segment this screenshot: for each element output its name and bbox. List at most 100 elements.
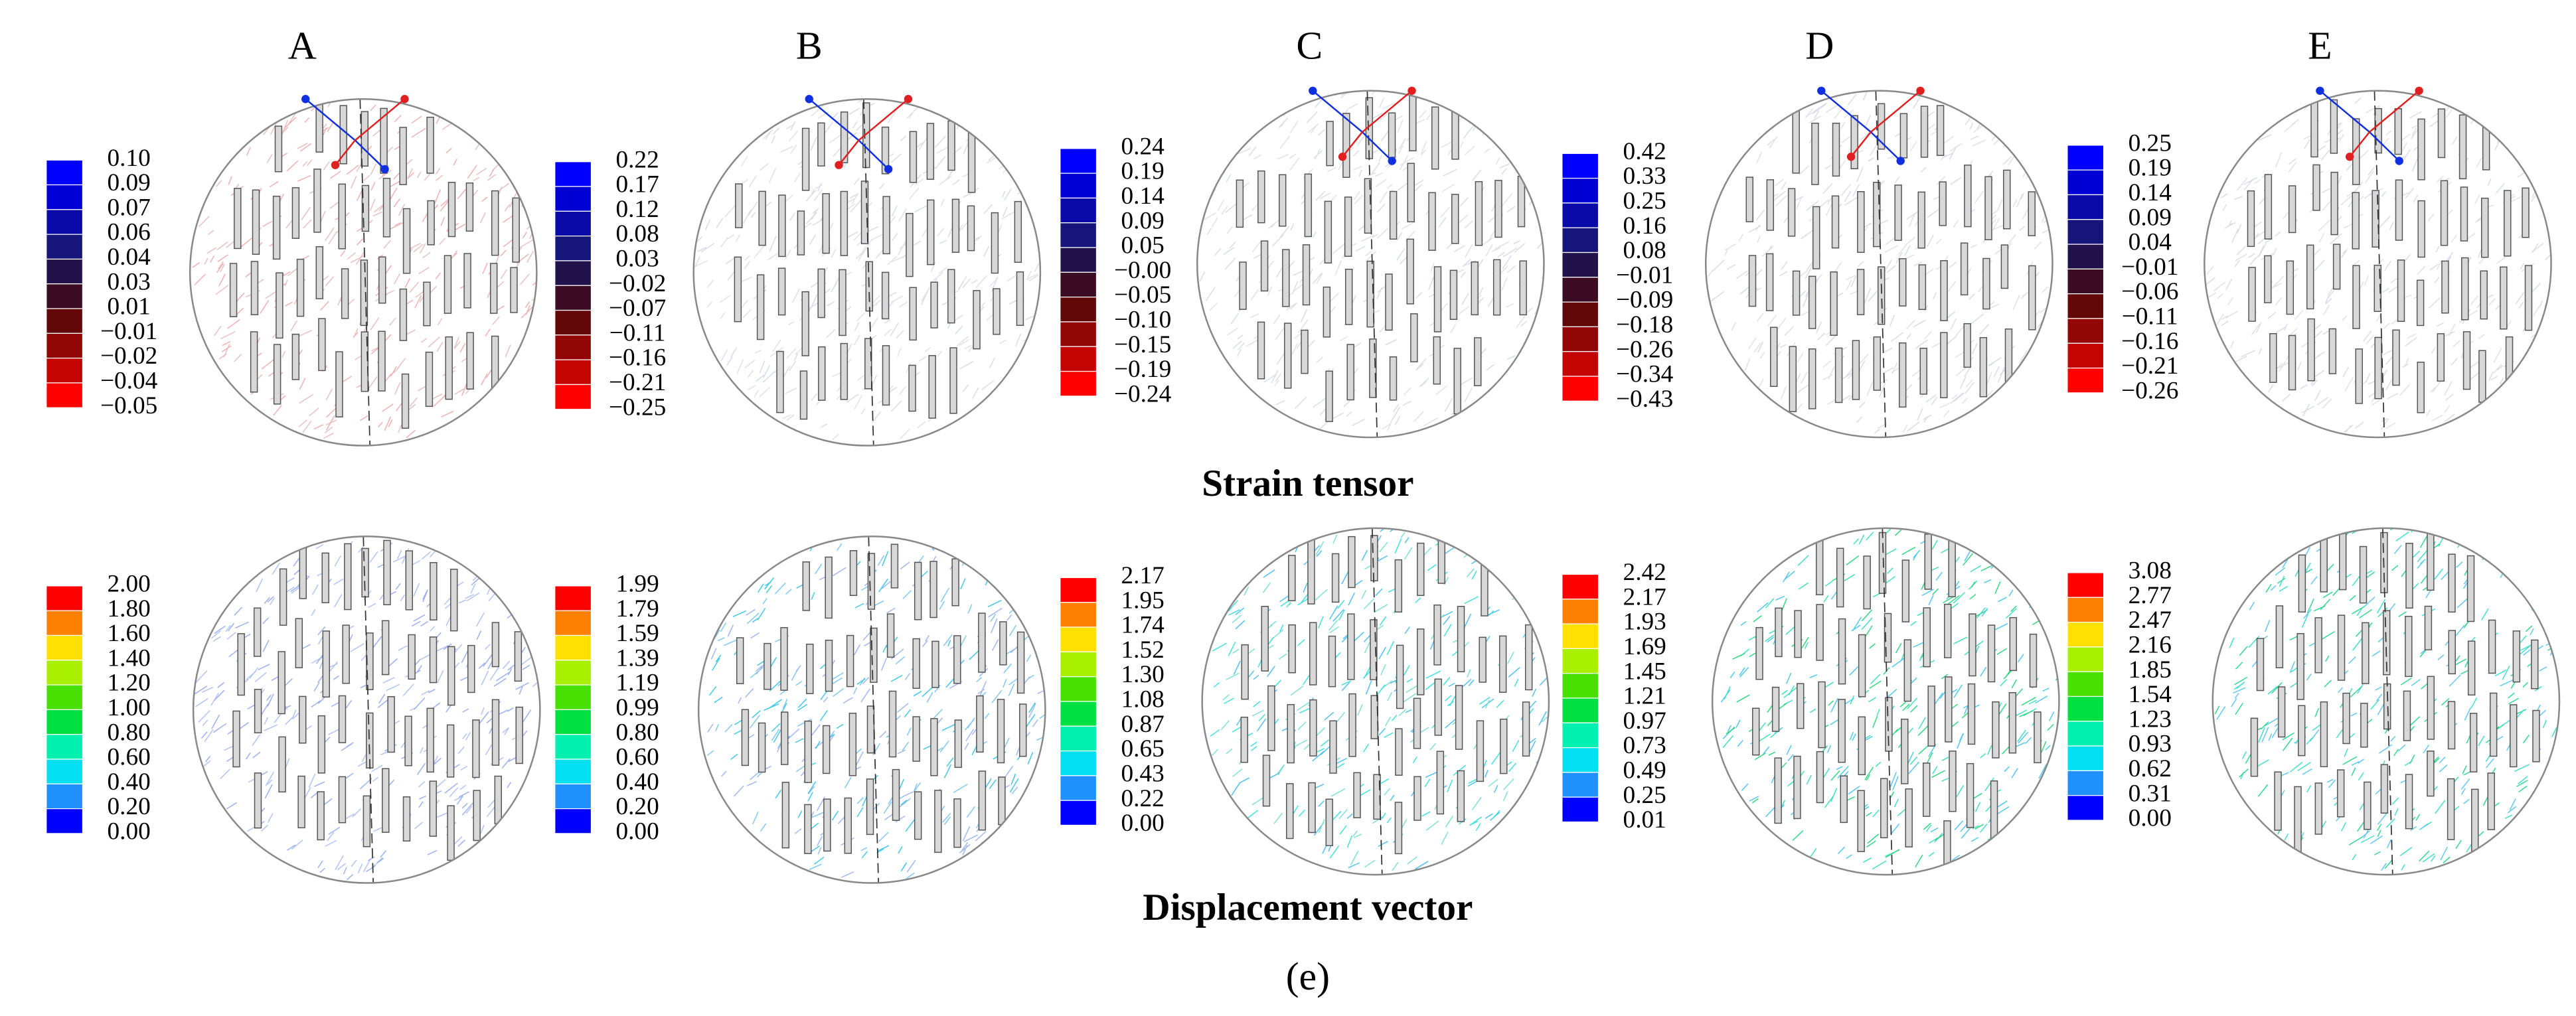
vector [1838, 160, 1846, 171]
vector [519, 655, 534, 666]
vector [202, 686, 214, 693]
vector [2398, 611, 2407, 617]
vector [972, 387, 979, 399]
fissure [993, 288, 1001, 335]
vector [1970, 565, 1982, 573]
vector [1367, 172, 1376, 177]
vector [376, 857, 384, 863]
fissure [2532, 709, 2540, 762]
vector [2455, 624, 2465, 636]
vector [481, 373, 488, 386]
colorbar-cell [1562, 623, 1599, 650]
fissure [1863, 555, 1871, 610]
vector [499, 709, 509, 715]
fissure [405, 550, 414, 611]
vector [1972, 342, 1978, 354]
vector [971, 279, 978, 284]
vector [2455, 658, 2467, 666]
fissure [1348, 536, 1356, 589]
vector [1979, 824, 1988, 833]
fissure [909, 131, 918, 183]
fissure [2374, 108, 2382, 154]
fissure [1366, 260, 1374, 328]
vector [1710, 291, 1725, 302]
vector [1997, 199, 2003, 210]
fissure [1850, 115, 1858, 169]
vector [1308, 123, 1319, 133]
vector [1424, 778, 1431, 788]
vector [422, 589, 428, 603]
fissure [1522, 701, 1530, 757]
fissure [2447, 701, 2456, 750]
fissure [2312, 164, 2320, 211]
fissure [2437, 108, 2446, 159]
vector [2384, 859, 2393, 869]
fissure [1498, 635, 1507, 693]
fissure [1992, 701, 2000, 759]
vector [720, 622, 726, 632]
colorbar-cell [554, 660, 592, 686]
vector [1413, 411, 1424, 422]
vector [2368, 167, 2375, 176]
arrow-head [1309, 86, 1317, 96]
vector [939, 175, 952, 185]
vector [2041, 741, 2047, 753]
fissure [912, 638, 920, 689]
vector [267, 813, 274, 823]
principal-arrow [808, 98, 860, 141]
vector [1394, 538, 1402, 554]
fissure [276, 272, 283, 339]
fissure [1328, 635, 1336, 688]
vector [890, 674, 903, 682]
vector [1885, 849, 1900, 858]
vector [356, 238, 364, 246]
vector [489, 666, 500, 681]
vector [2460, 778, 2470, 790]
fissure [291, 333, 300, 380]
fissure [2352, 265, 2360, 329]
vector [215, 285, 229, 295]
vector [2520, 262, 2525, 269]
colorbar-cell [2067, 671, 2105, 697]
vector [252, 734, 261, 746]
vector [906, 362, 912, 373]
vector [2289, 661, 2296, 673]
vector [1826, 745, 1832, 753]
vector [500, 250, 507, 257]
vector [854, 322, 860, 332]
vector [1894, 176, 1900, 184]
vector [1827, 197, 1832, 204]
fissure [2383, 683, 2391, 730]
vector [849, 194, 857, 199]
vector [1849, 731, 1854, 741]
vector [286, 844, 296, 851]
vector [851, 192, 859, 205]
fissure [758, 190, 766, 246]
vector [1781, 261, 1788, 271]
fissure [1302, 244, 1311, 306]
fissure [1943, 603, 1952, 658]
vector [1237, 334, 1244, 340]
colorbar-cell [1562, 227, 1599, 254]
vector [1809, 674, 1818, 679]
vector [2008, 589, 2014, 597]
vector [453, 341, 461, 350]
vector [476, 167, 487, 176]
vector [1780, 386, 1787, 400]
vector [1506, 265, 1516, 273]
vector [746, 609, 756, 616]
vector [1506, 303, 1514, 308]
vector [1927, 234, 1934, 248]
vector [730, 347, 738, 358]
vector [507, 782, 512, 788]
vector [1884, 347, 1893, 353]
fissure [927, 199, 935, 265]
vector [2410, 826, 2417, 832]
vector [299, 330, 313, 337]
vector [1755, 269, 1763, 277]
vector [2411, 679, 2421, 687]
vector [1329, 845, 1340, 859]
vector [829, 134, 842, 144]
vector [370, 104, 376, 111]
vector [817, 835, 823, 847]
